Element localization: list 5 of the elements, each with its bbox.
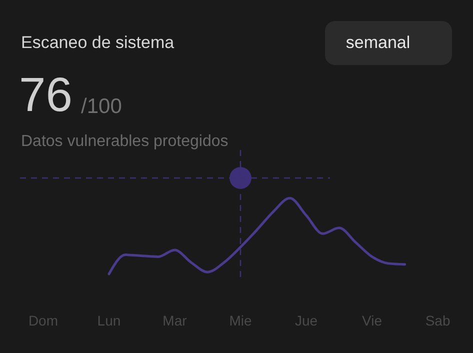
text: 76	[19, 69, 72, 122]
text: /100	[81, 95, 122, 118]
chart-subtitle: Datos vulnerables protegidos	[21, 133, 228, 150]
text: semanal	[346, 33, 410, 52]
chart-title: Escaneo de sistema	[21, 33, 175, 52]
